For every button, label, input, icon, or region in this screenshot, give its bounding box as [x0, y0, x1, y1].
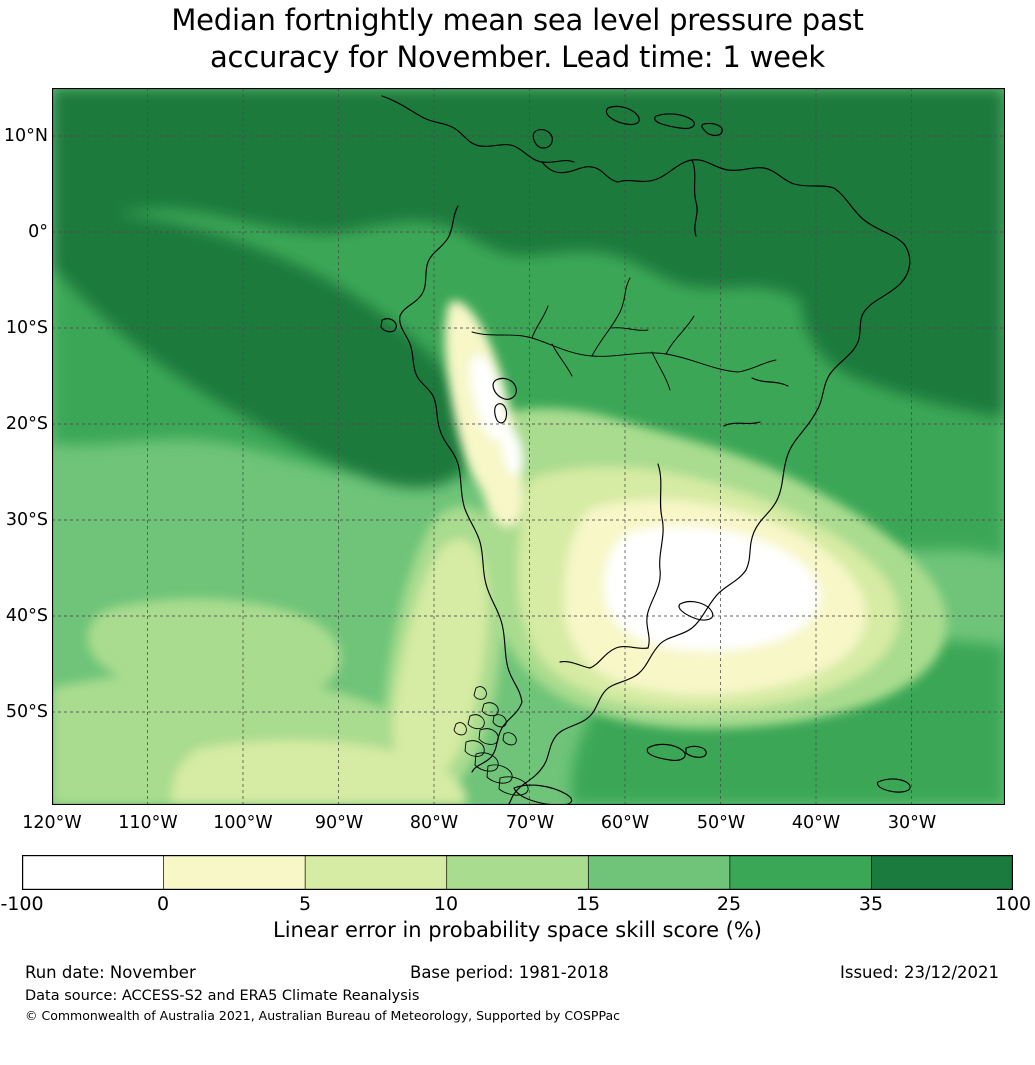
data-source-text: Data source: ACCESS-S2 and ERA5 Climate … [25, 988, 420, 1004]
y-tick-label: 30°S [5, 510, 48, 530]
copyright-text: © Commonwealth of Australia 2021, Austra… [25, 1008, 620, 1023]
title-line-2: accuracy for November. Lead time: 1 week [209, 40, 826, 74]
x-tick-label: 40°W [791, 813, 841, 833]
colorbar-band-3 [446, 855, 590, 890]
skill-field [52, 88, 1005, 805]
y-tick-label: 10°S [5, 318, 48, 338]
page-title: Median fortnightly mean sea level pressu… [0, 2, 1035, 76]
title-line-1: Median fortnightly mean sea level pressu… [171, 3, 864, 37]
run-date-text: Run date: November [25, 963, 196, 982]
colorbar-svg [22, 855, 1013, 890]
colorbar-tick-label: 35 [858, 893, 884, 915]
x-tick-label: 90°W [314, 813, 364, 833]
colorbar [22, 855, 1013, 890]
colorbar-band-0 [22, 855, 165, 890]
colorbar-tick-label: 10 [433, 893, 459, 915]
x-tick-label: 30°W [887, 813, 937, 833]
colorbar-band-1 [163, 855, 306, 890]
y-tick-label: 0° [28, 222, 48, 242]
base-period-text: Base period: 1981-2018 [410, 963, 609, 982]
colorbar-axis-label: Linear error in probability space skill … [273, 918, 762, 942]
y-tick-label: 10°N [3, 126, 48, 146]
colorbar-tick-label: 0 [156, 893, 170, 915]
colorbar-tick-label: 15 [575, 893, 601, 915]
y-tick-label: 20°S [5, 414, 48, 434]
map-svg [52, 88, 1005, 805]
coastline-overlay [380, 95, 911, 805]
x-tick-label: 50°W [696, 813, 746, 833]
colorbar-tick-label: -100 [0, 893, 44, 915]
colorbar-tick-label: 25 [716, 893, 742, 915]
colorbar-band-2 [304, 855, 448, 890]
colorbar-band-5 [729, 855, 873, 890]
colorbar-band-4 [587, 855, 731, 890]
colorbar-band-6 [871, 855, 1013, 890]
x-tick-label: 120°W [22, 813, 82, 833]
x-tick-label: 70°W [505, 813, 555, 833]
x-tick-label: 100°W [213, 813, 273, 833]
colorbar-bands [22, 855, 1013, 890]
y-tick-label: 50°S [5, 702, 48, 722]
issued-text: Issued: 23/12/2021 [840, 963, 1000, 982]
x-tick-label: 60°W [600, 813, 650, 833]
x-tick-label: 80°W [409, 813, 459, 833]
map-frame [52, 88, 1005, 805]
y-tick-label: 40°S [5, 606, 48, 626]
colorbar-tick-label: 5 [298, 893, 312, 915]
map-gridlines [52, 88, 1005, 805]
colorbar-frame [22, 855, 1013, 890]
x-tick-label: 110°W [118, 813, 178, 833]
colorbar-tick-label: 100 [994, 893, 1032, 915]
map-plot-area [52, 88, 1005, 805]
